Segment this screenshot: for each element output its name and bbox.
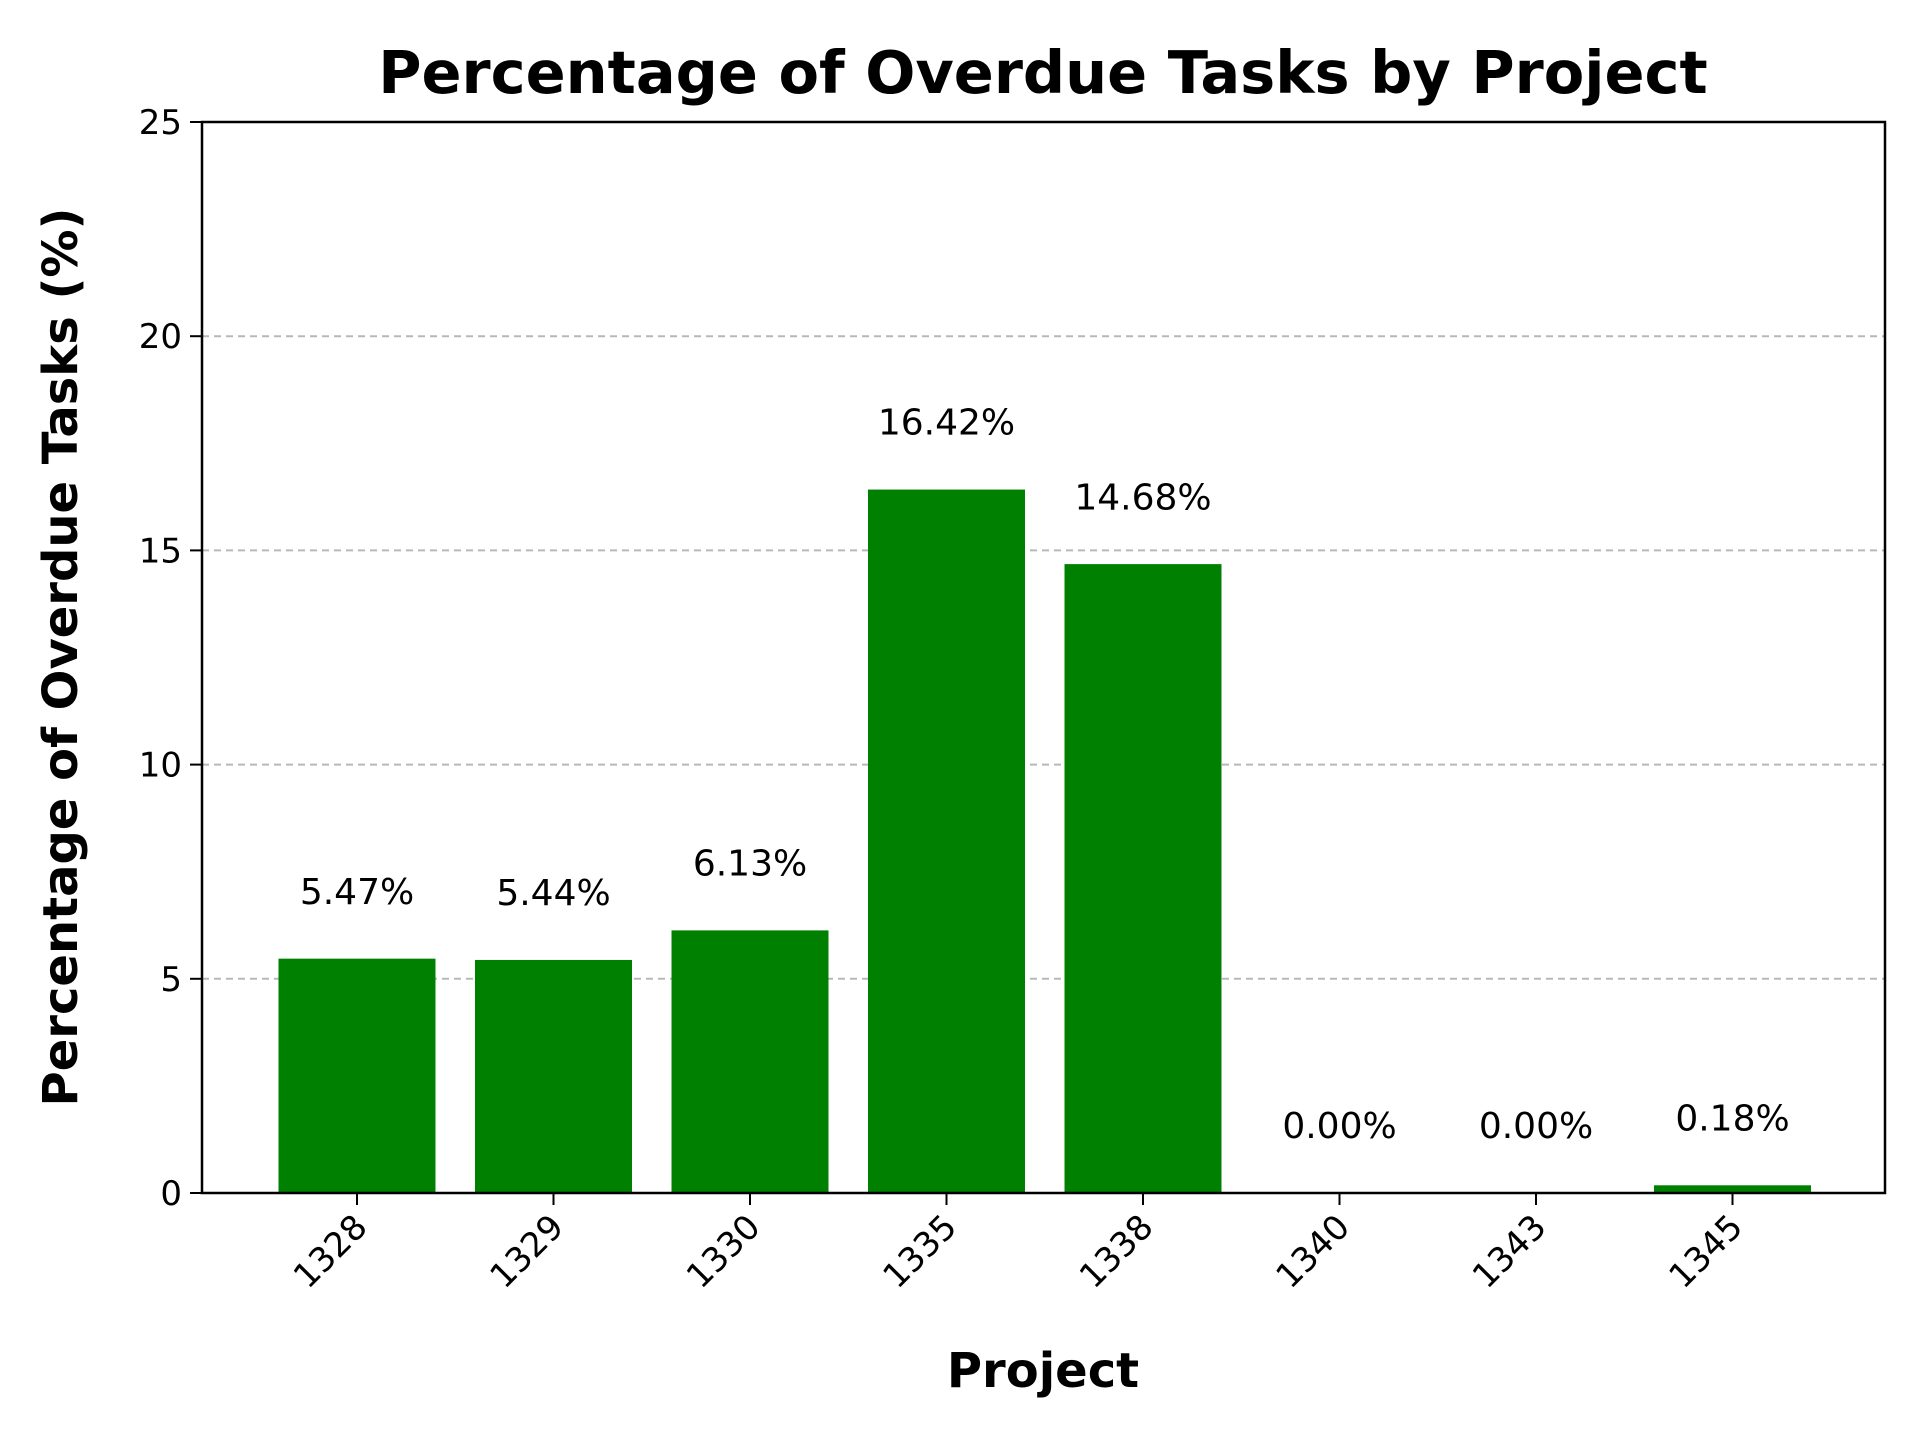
chart-title: Percentage of Overdue Tasks by Project (378, 38, 1707, 107)
x-axis-label: Project (947, 1343, 1139, 1399)
y-tick-label: 0 (160, 1174, 182, 1214)
bars (278, 489, 1811, 1193)
plot-frame (200, 120, 1887, 1195)
y-tick-label: 15 (139, 531, 182, 571)
bar-1328 (278, 958, 436, 1193)
bar-1330 (671, 930, 829, 1193)
data-label-1338: 14.68% (1074, 477, 1211, 518)
data-label-1335: 16.42% (878, 403, 1015, 444)
bar-1335 (868, 489, 1025, 1193)
bar-1338 (1064, 564, 1222, 1193)
y-tick-label: 20 (139, 317, 182, 357)
y-tick-label: 5 (160, 960, 182, 1000)
y-tick-label: 10 (139, 746, 182, 786)
y-axis-ticks: 0 5 10 15 20 25 (139, 103, 202, 1214)
data-label-1330: 6.13% (693, 844, 807, 885)
data-label-1343: 0.00% (1479, 1106, 1593, 1147)
data-label-1329: 5.44% (496, 873, 610, 914)
data-labels: 5.47% 5.44% 6.13% 16.42% 14.68% 0.00% 0.00% 0.1… (300, 403, 1790, 1147)
data-label-1345: 0.18% (1675, 1098, 1789, 1139)
data-label-1340: 0.00% (1282, 1106, 1396, 1147)
bar-1329 (475, 959, 632, 1193)
y-axis-label: Percentage of Overdue Tasks (%) (33, 208, 89, 1107)
data-label-1328: 5.47% (300, 872, 414, 913)
y-tick-label: 25 (139, 103, 182, 143)
bar-1345 (1654, 1185, 1811, 1193)
